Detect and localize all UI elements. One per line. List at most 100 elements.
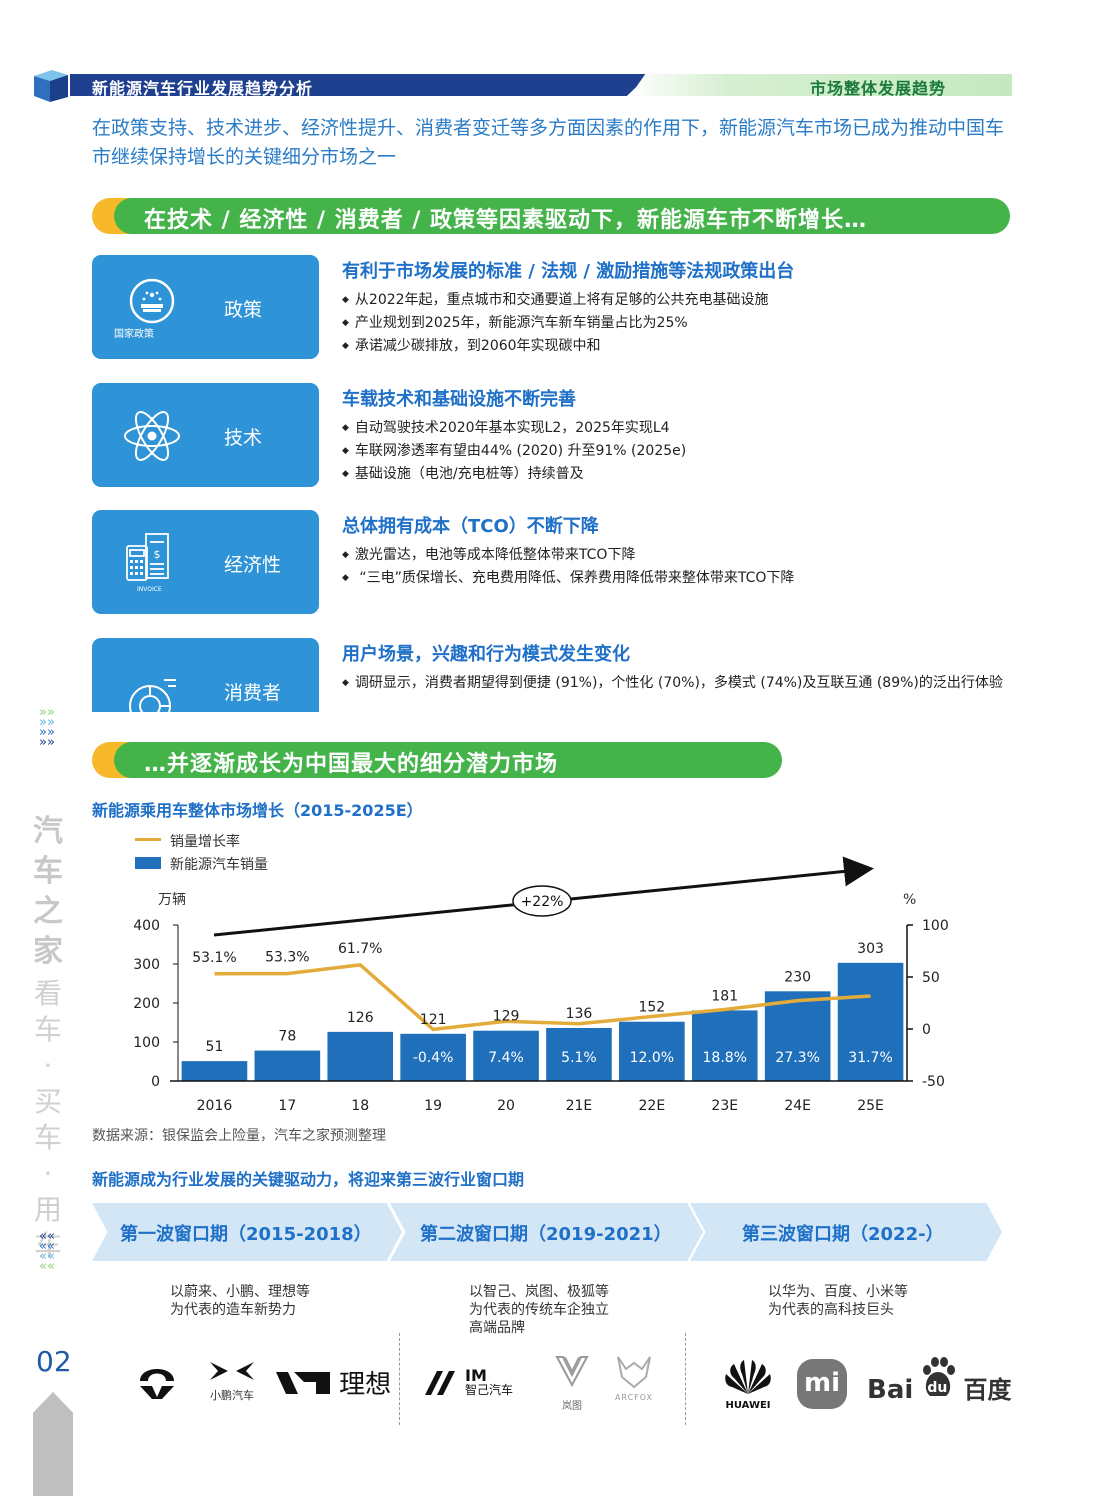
section-banner-market: …并逐渐成长为中国最大的细分潜力市场 bbox=[92, 742, 782, 778]
x-tick-label: 19 bbox=[424, 1098, 442, 1114]
bar-value-label: 152 bbox=[638, 1000, 665, 1016]
wave-arrow-1 bbox=[92, 1203, 402, 1261]
im-logo: IM 智己汽车 bbox=[423, 1365, 514, 1401]
voyah-text: 岚图 bbox=[562, 1401, 582, 1412]
bullet-item: 激光雷达，电池等成本降低整体带来TCO下降 bbox=[342, 544, 1022, 567]
factor-title: 总体拥有成本（TCO）不断下降 bbox=[342, 516, 599, 537]
factor-label: 技术 bbox=[224, 427, 263, 449]
baidu-paw-icon: du bbox=[918, 1356, 958, 1402]
bar-value-label: 181 bbox=[711, 988, 738, 1004]
header-title: 新能源汽车行业发展趋势分析 bbox=[92, 79, 314, 98]
factor-label: 消费者 bbox=[224, 682, 282, 704]
im-mark-icon bbox=[425, 1371, 455, 1395]
bar-value-label: 129 bbox=[493, 1009, 520, 1025]
factor-label: 政策 bbox=[224, 299, 263, 321]
y-tick-label: 300 bbox=[133, 957, 160, 973]
bar bbox=[546, 1027, 612, 1081]
baidu-du-text: du bbox=[927, 1380, 948, 1396]
intro-text: 在政策支持、技术进步、经济性提升、消费者变迁等多方面因素的作用下，新能源汽车市场… bbox=[92, 117, 1005, 168]
factor-consumer: 消费者 用户场景，兴趣和行为模式发生变化 调研显示，消费者期望得到便捷 (91%… bbox=[92, 638, 1012, 712]
rate-label: -0.4% bbox=[413, 1050, 454, 1066]
wave-desc-1: 以蔚来、小鹏、理想等 为代表的造车新势力 bbox=[170, 1283, 310, 1319]
y-tick-label: 200 bbox=[133, 996, 160, 1012]
rate-label: 31.7% bbox=[848, 1050, 892, 1066]
rate-label: 18.8% bbox=[703, 1050, 747, 1066]
header-bar bbox=[70, 74, 650, 96]
factor-card: 国家政策 政策 bbox=[92, 255, 319, 359]
icon-caption: 国家政策 bbox=[114, 329, 154, 340]
lixiang-logo: 理想 bbox=[276, 1364, 391, 1401]
section-banner-drivers: 在技术 / 经济性 / 消费者 / 政策等因素驱动下，新能源车市不断增长… bbox=[92, 198, 1010, 234]
bar-value-label: 78 bbox=[278, 1029, 296, 1045]
side-tab bbox=[33, 1392, 73, 1496]
bar bbox=[254, 1050, 321, 1081]
bar-value-label: 303 bbox=[857, 941, 884, 957]
arcfox-mark-icon bbox=[617, 1356, 651, 1389]
factor-label: 经济性 bbox=[224, 554, 282, 576]
arcfox-logo: ARCFOX bbox=[606, 1355, 662, 1402]
cagr-badge bbox=[512, 885, 572, 917]
x-tick-label: 23E bbox=[711, 1098, 738, 1114]
banner-text: …并逐渐成长为中国最大的细分潜力市场 bbox=[144, 752, 559, 777]
factor-card: $ INVOICE 经济性 bbox=[92, 510, 319, 614]
wave-desc-line: 为代表的高科技巨头 bbox=[768, 1302, 894, 1318]
page-number: 02 bbox=[36, 1345, 72, 1378]
header-section-title: 市场整体发展趋势 bbox=[810, 79, 947, 98]
x-tick-label: 20 bbox=[497, 1098, 515, 1114]
legend-swatch-bar bbox=[135, 857, 161, 869]
xpeng-logo: 小鹏汽车 bbox=[196, 1360, 268, 1403]
side-slogan-text: 看车·买车·用车 bbox=[33, 977, 62, 1262]
bullet-item: 调研显示，消费者期望得到便捷 (91%)，个性化 (70%)，多模式 (74%)… bbox=[342, 672, 1012, 695]
factor-card: 消费者 bbox=[92, 638, 319, 712]
wave-label-1: 第一波窗口期（2015-2018） bbox=[120, 1224, 372, 1245]
national-emblem-icon bbox=[129, 278, 175, 324]
factor-title: 用户场景，兴趣和行为模式发生变化 bbox=[342, 644, 630, 665]
rate-label: 53.3% bbox=[265, 950, 309, 966]
rate-label: 53.1% bbox=[192, 950, 236, 966]
wave-arrow-2 bbox=[390, 1203, 703, 1261]
factor-title: 车载技术和基础设施不断完善 bbox=[342, 389, 576, 410]
wave-desc-line: 以蔚来、小鹏、理想等 bbox=[170, 1284, 310, 1300]
bar bbox=[764, 991, 831, 1081]
x-tick-label: 18 bbox=[351, 1098, 369, 1114]
pie-chart-icon bbox=[129, 679, 176, 712]
rate-label: 12.0% bbox=[630, 1050, 674, 1066]
bar bbox=[619, 1021, 685, 1081]
huawei-mark-icon bbox=[725, 1360, 771, 1394]
invoice-calculator-icon: $ bbox=[126, 533, 169, 581]
wave-desc-line: 以华为、百度、小米等 bbox=[768, 1284, 908, 1300]
wave-desc-line: 为代表的传统车企独立 bbox=[469, 1302, 609, 1318]
x-tick-label: 2016 bbox=[197, 1098, 233, 1114]
factor-title: 有利于市场发展的标准 / 法规 / 激励措施等法规政策出台 bbox=[342, 261, 795, 282]
data-source: 数据来源：银保监会上险量，汽车之家预测整理 bbox=[92, 1128, 386, 1144]
bullet-item: 自动驾驶技术2020年基本实现L2，2025年实现L4 bbox=[342, 417, 1022, 440]
y-tick-label: 100 bbox=[133, 1035, 160, 1051]
bullet-item: “三电”质保增长、充电费用降低、保养费用降低带来整体带来TCO下降 bbox=[342, 567, 1022, 590]
atom-icon bbox=[124, 411, 180, 461]
bullet-item: 基础设施（电池/充电桩等）持续普及 bbox=[342, 463, 1022, 486]
svg-text:$: $ bbox=[154, 548, 161, 561]
xpeng-mark-icon bbox=[210, 1362, 254, 1380]
arcfox-text: ARCFOX bbox=[614, 1393, 654, 1402]
x-tick-label: 17 bbox=[278, 1098, 296, 1114]
xiaomi-logo: mi bbox=[797, 1359, 847, 1409]
y2-tick-label: 0 bbox=[922, 1022, 931, 1038]
bar-value-label: 121 bbox=[420, 1012, 447, 1028]
wave-desc-line: 以智己、岚图、极狐等 bbox=[469, 1284, 609, 1300]
growth-rate-line bbox=[214, 963, 871, 1032]
lixiang-mark-icon bbox=[276, 1371, 330, 1394]
rate-label: 61.7% bbox=[338, 941, 382, 957]
factor-bullets: 自动驾驶技术2020年基本实现L2，2025年实现L4 车联网渗透率有望由44%… bbox=[342, 417, 1022, 486]
wave-desc-line: 为代表的造车新势力 bbox=[170, 1302, 296, 1318]
bar-value-label: 51 bbox=[206, 1039, 224, 1055]
wave-desc-line: 高端品牌 bbox=[469, 1320, 525, 1336]
y2-tick-label: 100 bbox=[922, 918, 949, 934]
baidu-cn-text: 百度 bbox=[963, 1376, 1012, 1404]
icon-caption: INVOICE bbox=[137, 586, 162, 593]
legend-label-growth: 销量增长率 bbox=[170, 834, 240, 850]
bar bbox=[691, 1010, 758, 1081]
im-text: 智己汽车 bbox=[465, 1383, 514, 1397]
factor-bullets: 调研显示，消费者期望得到便捷 (91%)，个性化 (70%)，多模式 (74%)… bbox=[342, 672, 1012, 695]
rate-label: 5.1% bbox=[561, 1050, 597, 1066]
x-tick-label: 22E bbox=[639, 1098, 666, 1114]
